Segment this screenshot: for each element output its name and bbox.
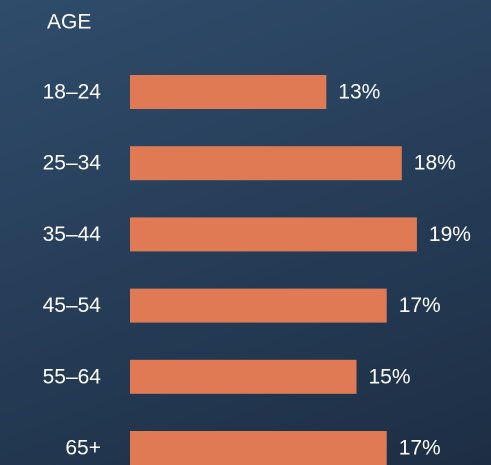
category-label: 45–54 <box>43 294 102 317</box>
value-label: 17% <box>399 437 441 460</box>
bar <box>130 288 387 323</box>
value-label: 18% <box>414 152 456 175</box>
bar <box>130 431 387 465</box>
value-label: 19% <box>429 223 471 246</box>
category-label: 18–24 <box>43 81 102 104</box>
bar <box>130 359 357 394</box>
value-label: 15% <box>369 365 411 388</box>
category-label: 65+ <box>65 437 101 460</box>
category-label: 55–64 <box>43 365 102 388</box>
value-label: 13% <box>338 81 380 104</box>
category-label: 25–34 <box>43 152 102 175</box>
bar <box>130 217 417 252</box>
bar <box>130 75 327 109</box>
value-label: 17% <box>399 294 441 317</box>
category-label: 35–44 <box>43 223 102 246</box>
bar <box>130 146 402 181</box>
chart-title: AGE <box>47 11 91 34</box>
